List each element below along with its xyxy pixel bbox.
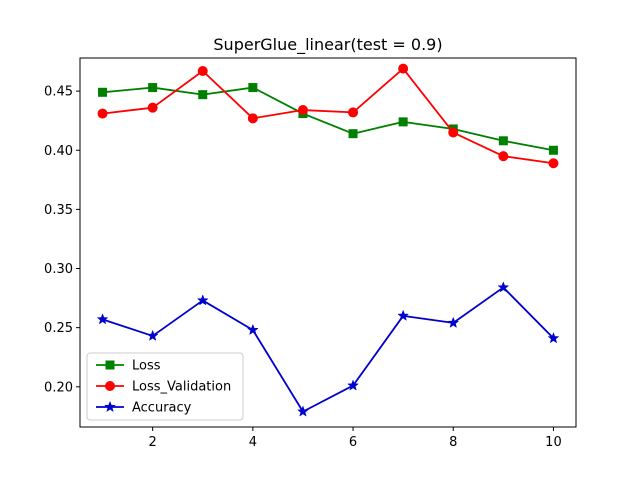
legend: Loss Loss_Validation Accuracy xyxy=(86,352,244,421)
data-point xyxy=(247,113,258,124)
legend-item: Loss_Validation xyxy=(96,380,231,395)
data-point xyxy=(198,90,208,100)
legend-marker xyxy=(104,400,116,413)
y-tick-label: 0.20 xyxy=(44,380,73,395)
data-point xyxy=(147,102,158,113)
x-tick-label: 2 xyxy=(149,435,157,450)
data-point xyxy=(547,332,560,344)
data-point xyxy=(448,127,459,138)
y-tick-label: 0.30 xyxy=(44,262,73,277)
data-point xyxy=(497,281,510,293)
series-accuracy xyxy=(96,281,560,417)
data-point xyxy=(548,158,559,169)
data-point xyxy=(197,66,208,77)
legend-label: Accuracy xyxy=(132,401,192,416)
x-tick-label: 6 xyxy=(349,435,357,450)
x-tick-label: 4 xyxy=(249,435,257,450)
legend-marker xyxy=(105,360,115,370)
data-point xyxy=(297,105,308,116)
x-tick-label: 8 xyxy=(449,435,457,450)
data-point xyxy=(96,313,109,325)
legend-marker xyxy=(105,381,115,391)
x-tick-label: 10 xyxy=(545,435,562,450)
data-point xyxy=(498,136,508,146)
data-point xyxy=(246,323,259,336)
data-point xyxy=(347,379,359,391)
legend-item: Accuracy xyxy=(96,401,192,416)
data-point xyxy=(196,294,209,306)
data-point xyxy=(248,83,258,93)
plot-frame xyxy=(79,57,577,428)
axes: 2 4 6 8 10 0.20 0.25 0.30 0.35 0.40 0.45 xyxy=(44,57,577,450)
data-point xyxy=(348,129,358,139)
series-loss-validation xyxy=(97,63,559,169)
y-tick-label: 0.40 xyxy=(44,144,73,159)
data-point xyxy=(148,83,158,93)
data-point xyxy=(297,405,309,417)
series-line xyxy=(102,286,555,413)
data-point xyxy=(397,309,410,321)
legend-label: Loss xyxy=(132,359,161,374)
series-line xyxy=(102,86,554,152)
data-point xyxy=(498,151,509,162)
y-tick-label: 0.25 xyxy=(44,321,73,336)
legend-box xyxy=(86,352,244,421)
series-layer xyxy=(96,63,560,417)
series-line xyxy=(102,67,554,165)
data-point xyxy=(348,107,359,118)
data-point xyxy=(97,108,108,119)
legend-label: Loss_Validation xyxy=(132,380,231,395)
data-point xyxy=(146,329,159,341)
data-point xyxy=(398,63,409,74)
data-point xyxy=(447,316,460,328)
y-tick-label: 0.45 xyxy=(44,85,73,100)
y-tick-label: 0.35 xyxy=(44,203,73,218)
data-point xyxy=(548,145,558,155)
data-point xyxy=(98,87,108,97)
chart-title: SuperGlue_linear(test = 0.9) xyxy=(213,35,442,55)
legend-item: Loss xyxy=(96,359,161,374)
data-point xyxy=(398,117,408,127)
